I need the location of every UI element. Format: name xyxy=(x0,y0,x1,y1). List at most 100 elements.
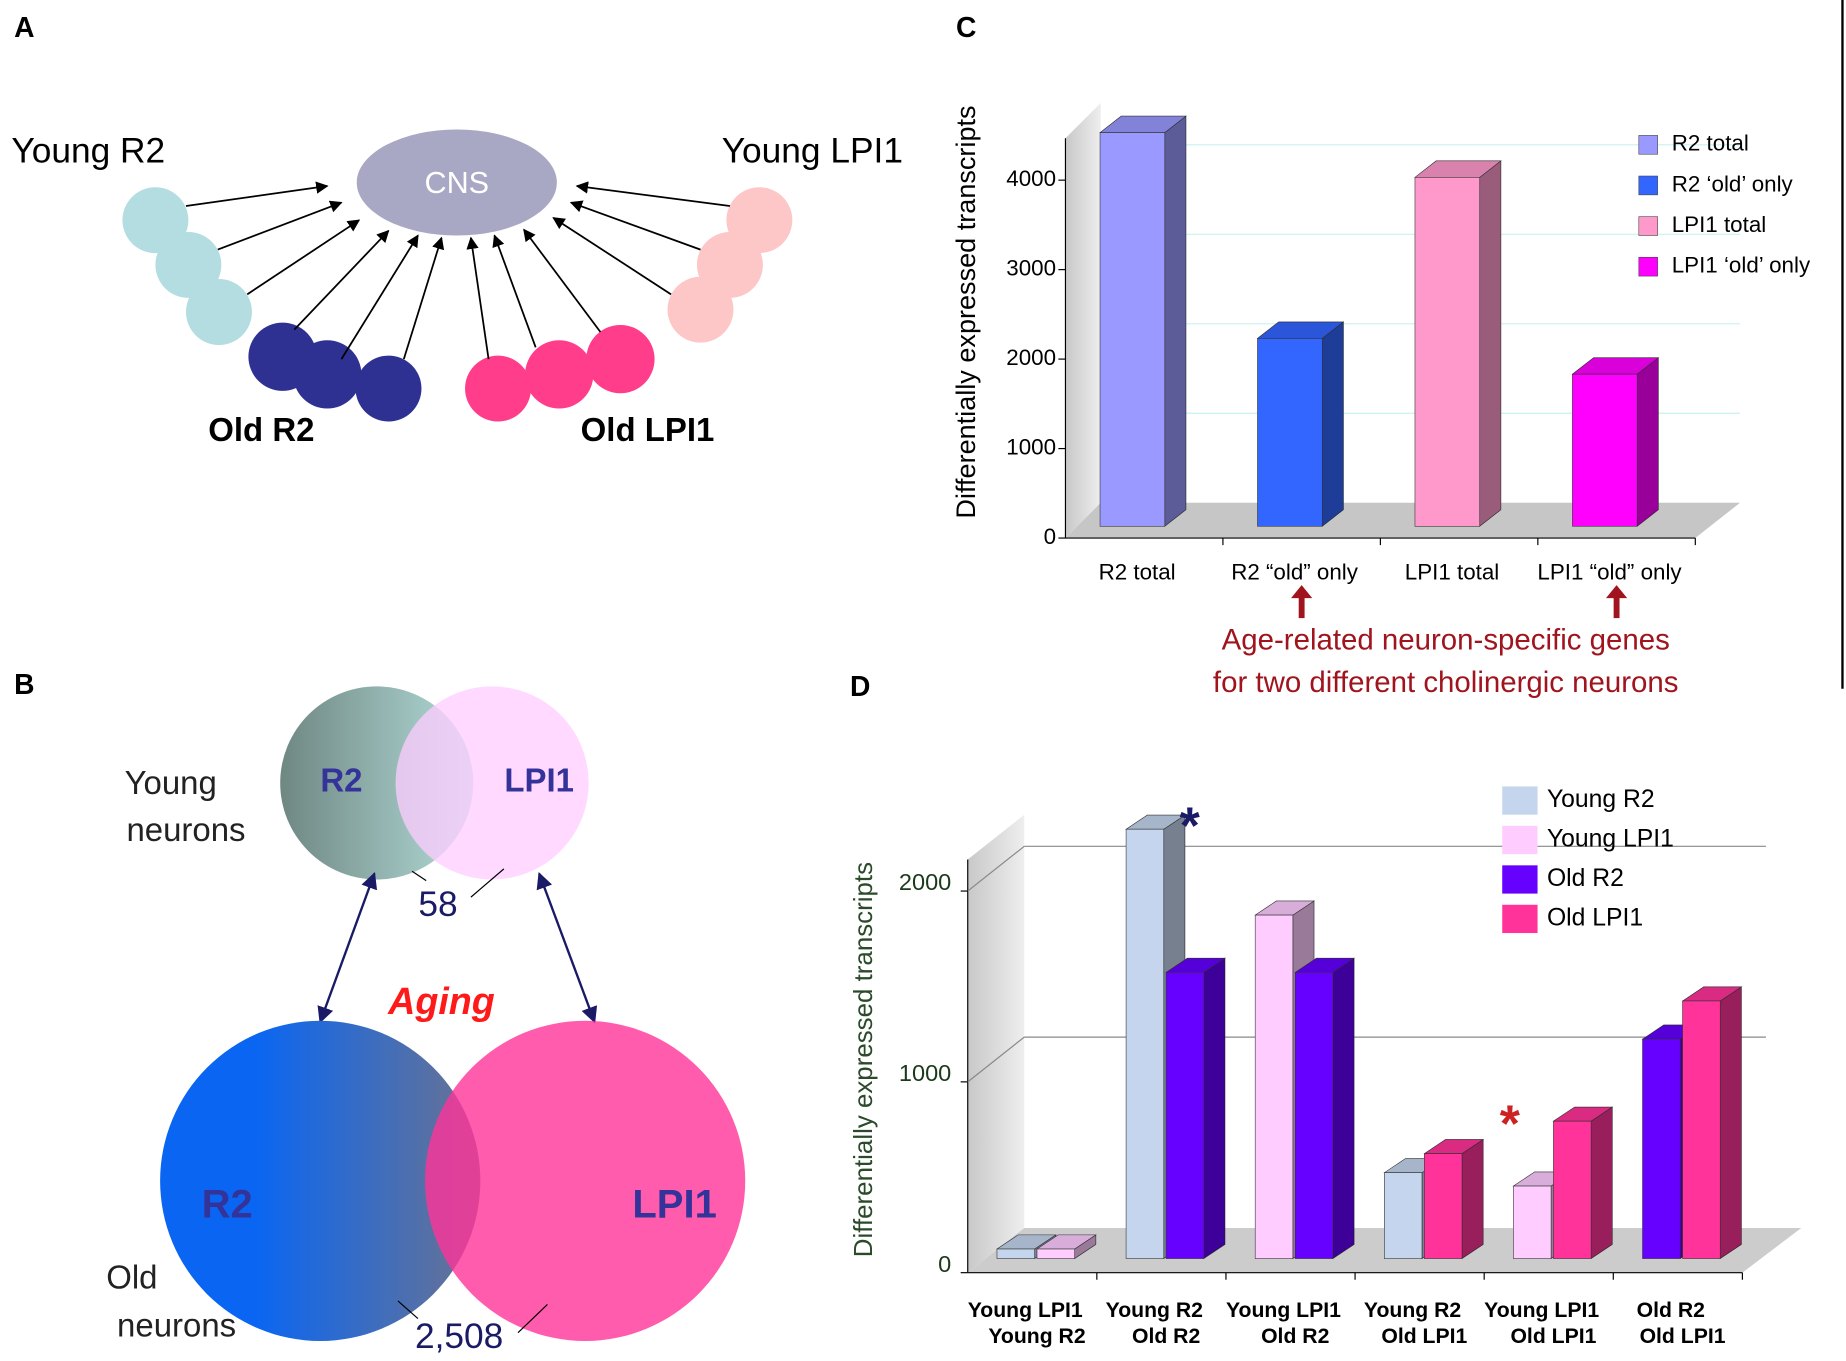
legend-label: Old R2 xyxy=(1547,865,1624,892)
bar xyxy=(1682,1000,1721,1259)
legend-swatch xyxy=(1638,135,1658,155)
bar-side-shade xyxy=(1720,986,1742,1259)
bar-side-shade xyxy=(1322,321,1344,527)
bar-top-shade xyxy=(1255,900,1315,916)
legend-label: LPI1 total xyxy=(1672,212,1766,237)
bar xyxy=(996,1248,1035,1259)
venn-label: LPI1 xyxy=(504,762,574,799)
bar-side-shade xyxy=(1479,160,1501,527)
legend-label: R2 ‘old’ only xyxy=(1672,171,1794,196)
venn-label: R2 xyxy=(320,762,362,799)
x-tick-label: LPI1 total xyxy=(1405,559,1499,584)
bar xyxy=(1553,1120,1592,1259)
annotation: * xyxy=(1500,1095,1521,1153)
panel-letter: D xyxy=(850,670,870,702)
x-tick-label: Young R2 xyxy=(1106,1299,1203,1322)
bar-top-shade xyxy=(1257,321,1344,339)
x-tick-label: Old LPI1 xyxy=(1510,1325,1596,1348)
bar-side-shade xyxy=(1462,1139,1484,1259)
bar xyxy=(1254,914,1294,1259)
arrows xyxy=(185,181,731,360)
bar xyxy=(1257,338,1323,527)
x-tick-label: Old R2 xyxy=(1637,1299,1705,1322)
annotation: Age-related neuron-specific genes xyxy=(1222,623,1670,656)
side-wall xyxy=(1065,102,1101,539)
bar xyxy=(1036,1248,1075,1259)
bar xyxy=(1165,972,1205,1259)
legend-label: Young R2 xyxy=(1547,786,1655,813)
legend-label: R2 total xyxy=(1672,131,1749,156)
aging-label: Aging xyxy=(387,980,495,1022)
x-tick-label: Old LPI1 xyxy=(1640,1325,1726,1348)
legend-swatch xyxy=(1502,786,1538,815)
bar-side-shade xyxy=(1591,1107,1613,1259)
x-tick-label: Young R2 xyxy=(1364,1299,1461,1322)
floor xyxy=(1065,502,1741,539)
bar-top-shade xyxy=(1572,357,1659,375)
leader xyxy=(397,1300,419,1320)
x-tick-label: R2 total xyxy=(1099,559,1176,584)
old-r2-cells xyxy=(248,322,422,422)
bar-top-shade xyxy=(1100,116,1186,133)
annotation-arrowhead xyxy=(1291,585,1313,599)
bar-top-shade xyxy=(1295,958,1355,973)
bar-top-shade xyxy=(1553,1107,1613,1122)
overlap-count: 58 xyxy=(418,885,457,924)
annotation: * xyxy=(1180,797,1201,855)
bar-top-shade xyxy=(1414,160,1501,178)
x-tick-label: Old R2 xyxy=(1261,1325,1329,1348)
x-tick-label: R2 “old” only xyxy=(1231,559,1359,584)
bar-side-shade xyxy=(1332,958,1355,1259)
x-tick-label: Young LPI1 xyxy=(1226,1299,1341,1322)
y-tick-label: 1000 xyxy=(899,1060,951,1086)
leader xyxy=(517,1304,548,1334)
grid-line xyxy=(967,845,1025,892)
bar-top-shade xyxy=(1166,958,1225,973)
bar xyxy=(1424,1153,1463,1259)
group-label: Young LPI1 xyxy=(722,131,903,170)
group-label: Young xyxy=(125,764,217,801)
bar-top-shade xyxy=(1126,815,1185,830)
bar-top-shade xyxy=(1424,1139,1484,1154)
bar xyxy=(1513,1185,1552,1259)
leader xyxy=(411,870,427,882)
legend-swatch xyxy=(1502,825,1538,855)
cns-label: CNS xyxy=(424,166,489,200)
bar xyxy=(1384,1172,1423,1259)
y-tick-label: 0 xyxy=(1044,524,1056,549)
venn-circle xyxy=(160,1020,481,1341)
group-label: Young R2 xyxy=(11,131,165,170)
x-tick-label: LPI1 “old” only xyxy=(1537,559,1682,584)
x-tick-label: Old LPI1 xyxy=(1381,1325,1467,1348)
y-axis-label: Differentially expressed transcripts xyxy=(850,862,878,1257)
grid-line xyxy=(967,1036,1025,1083)
legend-swatch xyxy=(1502,865,1538,894)
old-lpi1-cells xyxy=(465,324,655,422)
bar-side-shade xyxy=(1203,958,1225,1259)
bar-top-shade xyxy=(1682,986,1742,1001)
legend-swatch xyxy=(1638,256,1658,277)
venn-circle xyxy=(395,686,589,880)
young-lpi1-cells xyxy=(667,187,793,343)
bar xyxy=(1642,1038,1681,1259)
y-tick-label: 4000 xyxy=(1006,166,1056,191)
bar xyxy=(1099,132,1166,527)
y-axis-label: Differentially expressed transcripts xyxy=(950,105,981,518)
bar-side-shade xyxy=(1074,1234,1096,1259)
annotation-arrowhead xyxy=(1605,585,1628,599)
aging-arrows xyxy=(317,872,598,1024)
x-tick-label: Young LPI1 xyxy=(1484,1299,1599,1322)
y-tick-label: 2000 xyxy=(1006,345,1056,370)
panel-letter: C xyxy=(956,11,976,43)
panel-a: A CNS Young R2 Young LPI1 Old R2 Old LPI… xyxy=(11,11,903,448)
venn-label: LPI1 xyxy=(632,1182,717,1226)
bar-top-shade xyxy=(996,1234,1056,1250)
y-tick-label: 2000 xyxy=(899,869,951,895)
y-tick-label: 0 xyxy=(938,1251,951,1277)
group-label: Old LPI1 xyxy=(581,411,715,448)
bar-side-shade xyxy=(1164,116,1186,527)
leader xyxy=(470,868,505,898)
venn-label: R2 xyxy=(202,1182,253,1226)
legend-swatch xyxy=(1502,904,1538,934)
